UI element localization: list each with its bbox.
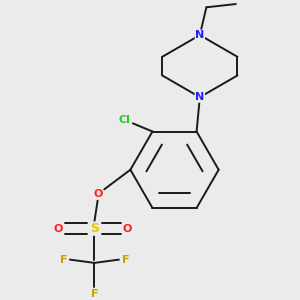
Text: F: F [91,289,98,299]
Text: F: F [60,255,67,265]
Text: F: F [122,255,129,265]
Text: S: S [90,222,99,235]
Text: O: O [93,189,102,199]
Text: N: N [195,92,205,102]
Text: Cl: Cl [119,115,130,125]
Text: O: O [54,224,63,234]
Text: O: O [122,224,132,234]
Text: N: N [195,30,205,40]
